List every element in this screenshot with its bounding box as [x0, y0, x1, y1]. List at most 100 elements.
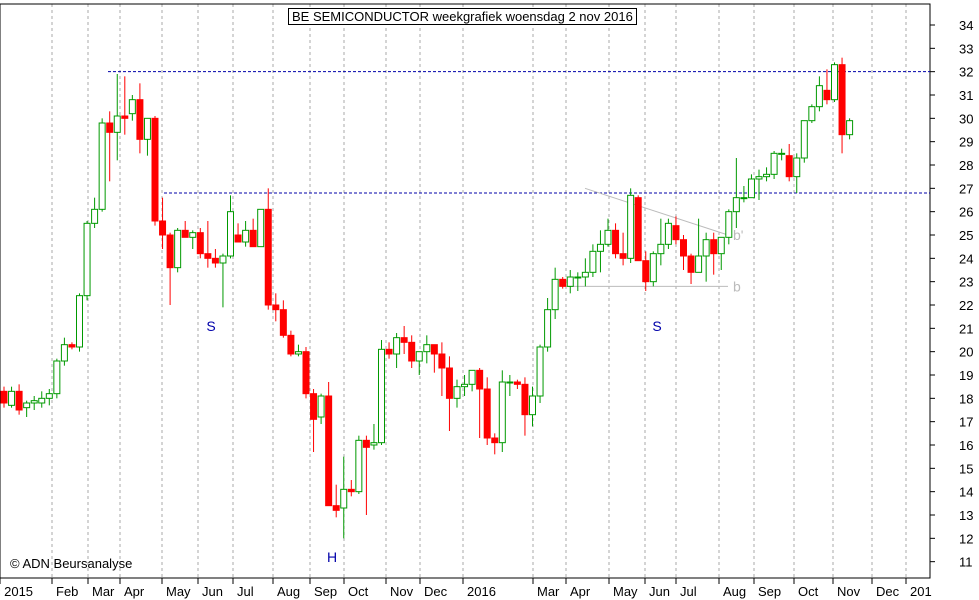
trendline — [584, 187, 729, 236]
y-tick-label: 15 — [959, 461, 973, 476]
candle-body — [627, 194, 635, 259]
candle-body — [642, 260, 650, 283]
x-tick-label: Oct — [798, 584, 819, 599]
candle-body — [279, 309, 287, 336]
candle-body — [362, 439, 370, 448]
annotations: S H S — [206, 318, 661, 565]
candle-body — [45, 393, 53, 399]
candle-body — [634, 197, 642, 262]
candle-body — [664, 222, 672, 245]
x-tick-label: Aug — [723, 584, 746, 599]
candle-body — [430, 344, 438, 355]
x-tick-label: May — [613, 584, 638, 599]
x-tick-label: Feb — [56, 584, 78, 599]
x-tick-label: Mar — [537, 584, 560, 599]
candle-body — [264, 208, 272, 306]
overlay-lines: b' b — [108, 71, 930, 294]
plot-frame — [0, 3, 931, 579]
x-tick-label: Jun — [202, 584, 223, 599]
candle-body — [566, 276, 574, 287]
y-tick-label: 22 — [959, 298, 973, 313]
candle-body — [196, 232, 204, 255]
y-tick-label: 29 — [959, 135, 973, 150]
candle-body — [23, 402, 31, 409]
x-tick-label: c 2015 — [0, 584, 33, 599]
candle-body — [294, 351, 302, 355]
candle-body — [423, 344, 431, 353]
candle-body — [415, 351, 423, 362]
candle-body — [710, 239, 718, 255]
candle-body — [272, 304, 280, 311]
candle-body — [174, 229, 182, 269]
y-tick-label: 33 — [959, 41, 973, 56]
candle-body — [763, 173, 771, 178]
candle-body — [536, 346, 544, 397]
candle-body — [106, 122, 114, 133]
y-tick-label: 25 — [959, 228, 973, 243]
candle-body — [257, 208, 265, 248]
candle-body — [242, 229, 250, 243]
x-tick-label: Nov — [837, 584, 861, 599]
pattern-label: S — [206, 318, 215, 334]
pattern-label: S — [652, 318, 661, 334]
candle-body — [687, 255, 695, 273]
candle-body — [68, 344, 76, 348]
y-axis: 11 12 13 14 15 16 17 18 19 20 21 22 23 24 25 26 27 28 29 30… — [930, 18, 973, 570]
candle-body — [559, 278, 567, 287]
x-tick-label: Mar — [92, 584, 115, 599]
y-tick-label: 34 — [959, 18, 973, 33]
candle-body — [506, 381, 514, 384]
candle-body — [340, 488, 348, 509]
candle-body — [770, 152, 778, 175]
y-tick-label: 30 — [959, 111, 973, 126]
trendline-label: b' — [733, 227, 743, 243]
candle-body — [189, 232, 197, 238]
candle-body — [831, 64, 838, 101]
candle-body — [151, 117, 159, 222]
candle-body — [227, 211, 234, 257]
candle-body — [332, 505, 340, 511]
y-tick-label: 20 — [959, 345, 973, 360]
candle-body — [793, 157, 801, 178]
candle-body — [815, 85, 823, 108]
candle-body — [529, 395, 536, 416]
candle-body — [370, 442, 378, 446]
candle-body — [143, 117, 151, 140]
candle-body — [740, 197, 748, 200]
candle-body — [325, 395, 333, 507]
candle-body — [438, 353, 446, 369]
candle-body — [785, 155, 793, 178]
candle-body — [823, 89, 831, 101]
candle-body — [800, 120, 808, 159]
candle-body — [483, 388, 491, 439]
candle-body — [91, 208, 99, 224]
trendline-label: b — [733, 278, 741, 294]
candle-body — [8, 390, 16, 406]
candle-body — [838, 64, 846, 136]
candle-body — [717, 236, 725, 255]
candle-body — [521, 383, 529, 416]
candle-body — [385, 348, 393, 355]
y-tick-label: 11 — [959, 555, 973, 570]
candle-body — [612, 229, 620, 255]
candle-body — [589, 250, 597, 273]
y-tick-label: 31 — [959, 88, 973, 103]
x-tick-label: Oct — [348, 584, 369, 599]
candle-body — [604, 229, 612, 245]
candle-body — [468, 369, 476, 385]
x-axis: c 2015 Feb Mar Apr May Jun Jul Aug Sep Oct Nov Dec 2… — [0, 578, 932, 599]
y-tick-label: 32 — [959, 65, 973, 80]
x-tick-label: Apr — [124, 584, 145, 599]
candle-body — [128, 99, 136, 115]
x-tick-label: Apr — [570, 584, 591, 599]
candle-body — [355, 439, 363, 493]
candle-body — [445, 367, 453, 399]
y-tick-label: 12 — [959, 531, 973, 546]
candle-body — [38, 397, 46, 404]
candle-body — [310, 393, 318, 420]
y-tick-label: 17 — [959, 415, 973, 430]
x-tick-label: Dec — [876, 584, 900, 599]
candle-body — [596, 243, 604, 252]
y-tick-label: 23 — [959, 275, 973, 290]
